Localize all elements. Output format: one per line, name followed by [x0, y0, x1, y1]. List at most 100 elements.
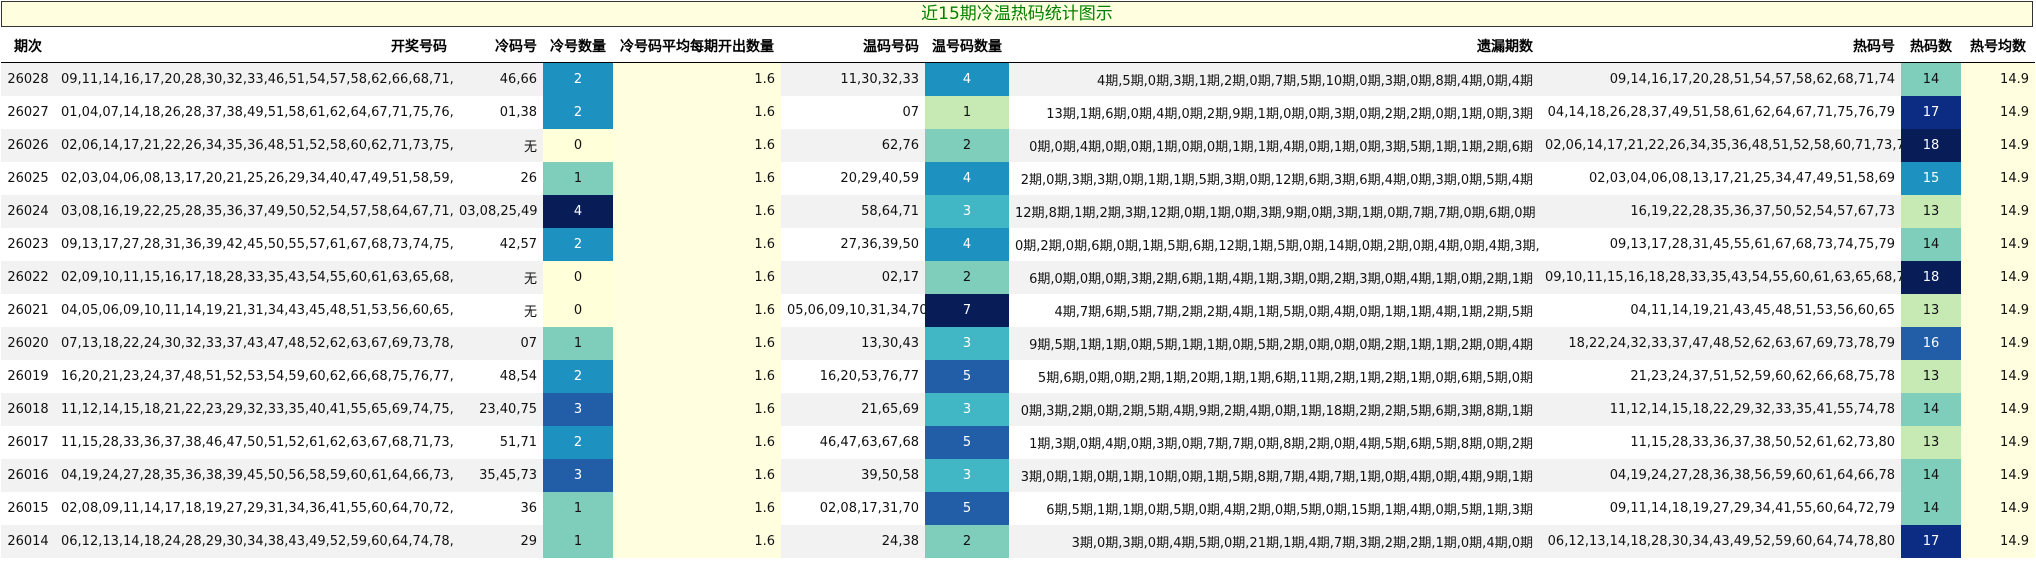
cell-warm: 58,64,71	[781, 195, 925, 228]
cell-numbers: 07,13,18,22,24,30,32,33,37,43,47,48,52,6…	[55, 327, 453, 360]
cell-warm-count: 7	[925, 294, 1009, 327]
table-row: 26015 02,08,09,11,14,17,18,19,27,29,31,34…	[1, 492, 2035, 525]
cell-issue: 26025	[1, 162, 55, 195]
cell-hot-count: 14	[1901, 393, 1961, 426]
table-row: 26021 04,05,06,09,10,11,14,19,21,31,34,43…	[1, 294, 2035, 327]
cell-cold: 46,66	[453, 62, 543, 96]
cell-warm-count: 3	[925, 459, 1009, 492]
cell-numbers: 11,15,28,33,36,37,38,46,47,50,51,52,61,6…	[55, 426, 453, 459]
cell-numbers: 03,08,16,19,22,25,28,35,36,37,49,50,52,5…	[55, 195, 453, 228]
cell-hot-avg: 14.9	[1961, 228, 2035, 261]
cell-hot-count: 14	[1901, 62, 1961, 96]
cell-hot-avg: 14.9	[1961, 129, 2035, 162]
cell-hot-avg: 14.9	[1961, 195, 2035, 228]
col-header-numbers: 开奖号码	[55, 30, 453, 63]
cell-cold: 无	[453, 294, 543, 327]
cell-cold-avg: 1.6	[613, 62, 781, 96]
cell-cold-avg: 1.6	[613, 459, 781, 492]
cell-cold-avg: 1.6	[613, 195, 781, 228]
cell-cold-avg: 1.6	[613, 525, 781, 558]
cell-warm: 16,20,53,76,77	[781, 360, 925, 393]
cell-warm: 05,06,09,10,31,34,70	[781, 294, 925, 327]
col-header-hot: 热码号	[1539, 30, 1901, 63]
cell-cold-count: 0	[543, 294, 613, 327]
table-row: 26025 02,03,04,06,08,13,17,20,21,25,26,29…	[1, 162, 2035, 195]
cell-issue: 26015	[1, 492, 55, 525]
header-row: 期次 开奖号码 冷码号 冷号数量 冷号码平均每期开出数量 温码号码 温号码数量 …	[1, 30, 2035, 63]
cell-hot: 11,15,28,33,36,37,38,50,52,61,62,73,80	[1539, 426, 1901, 459]
cell-hot: 02,06,14,17,21,22,26,34,35,36,48,51,52,5…	[1539, 129, 1901, 162]
cell-issue: 26022	[1, 261, 55, 294]
cell-warm: 27,36,39,50	[781, 228, 925, 261]
cell-warm: 21,65,69	[781, 393, 925, 426]
cell-cold-count: 0	[543, 129, 613, 162]
cell-warm-count: 4	[925, 228, 1009, 261]
cell-warm: 62,76	[781, 129, 925, 162]
cell-hot-count: 14	[1901, 228, 1961, 261]
cell-hot-avg: 14.9	[1961, 492, 2035, 525]
cell-miss: 3期,0期,1期,0期,1期,10期,0期,1期,5期,8期,7期,4期,7期,…	[1009, 459, 1539, 492]
cell-cold-count: 2	[543, 228, 613, 261]
cell-cold: 35,45,73	[453, 459, 543, 492]
cell-issue: 26023	[1, 228, 55, 261]
cell-miss: 12期,8期,1期,2期,3期,12期,0期,1期,0期,3期,9期,0期,3期…	[1009, 195, 1539, 228]
cell-cold: 42,57	[453, 228, 543, 261]
cell-hot-count: 13	[1901, 360, 1961, 393]
cell-cold: 无	[453, 261, 543, 294]
cell-hot: 09,10,11,15,16,18,28,33,35,43,54,55,60,6…	[1539, 261, 1901, 294]
cell-cold-avg: 1.6	[613, 294, 781, 327]
cell-cold-avg: 1.6	[613, 393, 781, 426]
cell-numbers: 02,03,04,06,08,13,17,20,21,25,26,29,34,4…	[55, 162, 453, 195]
cell-numbers: 04,19,24,27,28,35,36,38,39,45,50,56,58,5…	[55, 459, 453, 492]
cell-numbers: 01,04,07,14,18,26,28,37,38,49,51,58,61,6…	[55, 96, 453, 129]
cell-warm-count: 4	[925, 162, 1009, 195]
col-header-warm-count: 温号码数量	[925, 30, 1009, 63]
cell-hot-avg: 14.9	[1961, 62, 2035, 96]
cell-issue: 26017	[1, 426, 55, 459]
cell-hot-count: 17	[1901, 96, 1961, 129]
col-header-cold-count: 冷号数量	[543, 30, 613, 63]
table-row: 26016 04,19,24,27,28,35,36,38,39,45,50,56…	[1, 459, 2035, 492]
cell-warm: 20,29,40,59	[781, 162, 925, 195]
cell-cold-count: 2	[543, 62, 613, 96]
col-header-cold-avg: 冷号码平均每期开出数量	[613, 30, 781, 63]
cell-cold-avg: 1.6	[613, 129, 781, 162]
cell-miss: 6期,0期,0期,0期,3期,2期,6期,1期,4期,1期,3期,0期,2期,3…	[1009, 261, 1539, 294]
cell-cold: 07	[453, 327, 543, 360]
cell-hot-count: 18	[1901, 129, 1961, 162]
cell-warm-count: 1	[925, 96, 1009, 129]
cell-hot-count: 15	[1901, 162, 1961, 195]
cell-cold-count: 2	[543, 96, 613, 129]
cell-issue: 26019	[1, 360, 55, 393]
cell-cold: 48,54	[453, 360, 543, 393]
cell-warm-count: 2	[925, 129, 1009, 162]
cell-issue: 26024	[1, 195, 55, 228]
cell-cold: 23,40,75	[453, 393, 543, 426]
cell-numbers: 04,05,06,09,10,11,14,19,21,31,34,43,45,4…	[55, 294, 453, 327]
cell-cold: 29	[453, 525, 543, 558]
cell-warm-count: 4	[925, 62, 1009, 96]
cell-numbers: 06,12,13,14,18,24,28,29,30,34,38,43,49,5…	[55, 525, 453, 558]
cell-hot: 16,19,22,28,35,36,37,50,52,54,57,67,73	[1539, 195, 1901, 228]
cell-numbers: 02,06,14,17,21,22,26,34,35,36,48,51,52,5…	[55, 129, 453, 162]
cell-cold-count: 2	[543, 360, 613, 393]
cell-hot-avg: 14.9	[1961, 96, 2035, 129]
table-row: 26027 01,04,07,14,18,26,28,37,38,49,51,58…	[1, 96, 2035, 129]
cell-hot-avg: 14.9	[1961, 459, 2035, 492]
cell-warm: 02,08,17,31,70	[781, 492, 925, 525]
cell-cold-avg: 1.6	[613, 360, 781, 393]
cell-cold-count: 1	[543, 327, 613, 360]
cell-cold-count: 3	[543, 393, 613, 426]
cell-hot-avg: 14.9	[1961, 162, 2035, 195]
cell-cold-count: 0	[543, 261, 613, 294]
table-row: 26022 02,09,10,11,15,16,17,18,28,33,35,43…	[1, 261, 2035, 294]
cell-warm-count: 3	[925, 327, 1009, 360]
cell-hot-count: 16	[1901, 327, 1961, 360]
table-row: 26018 11,12,14,15,18,21,22,23,29,32,33,35…	[1, 393, 2035, 426]
cell-warm: 46,47,63,67,68	[781, 426, 925, 459]
cell-issue: 26020	[1, 327, 55, 360]
cell-hot-count: 14	[1901, 492, 1961, 525]
cell-warm: 13,30,43	[781, 327, 925, 360]
cell-hot-count: 13	[1901, 294, 1961, 327]
